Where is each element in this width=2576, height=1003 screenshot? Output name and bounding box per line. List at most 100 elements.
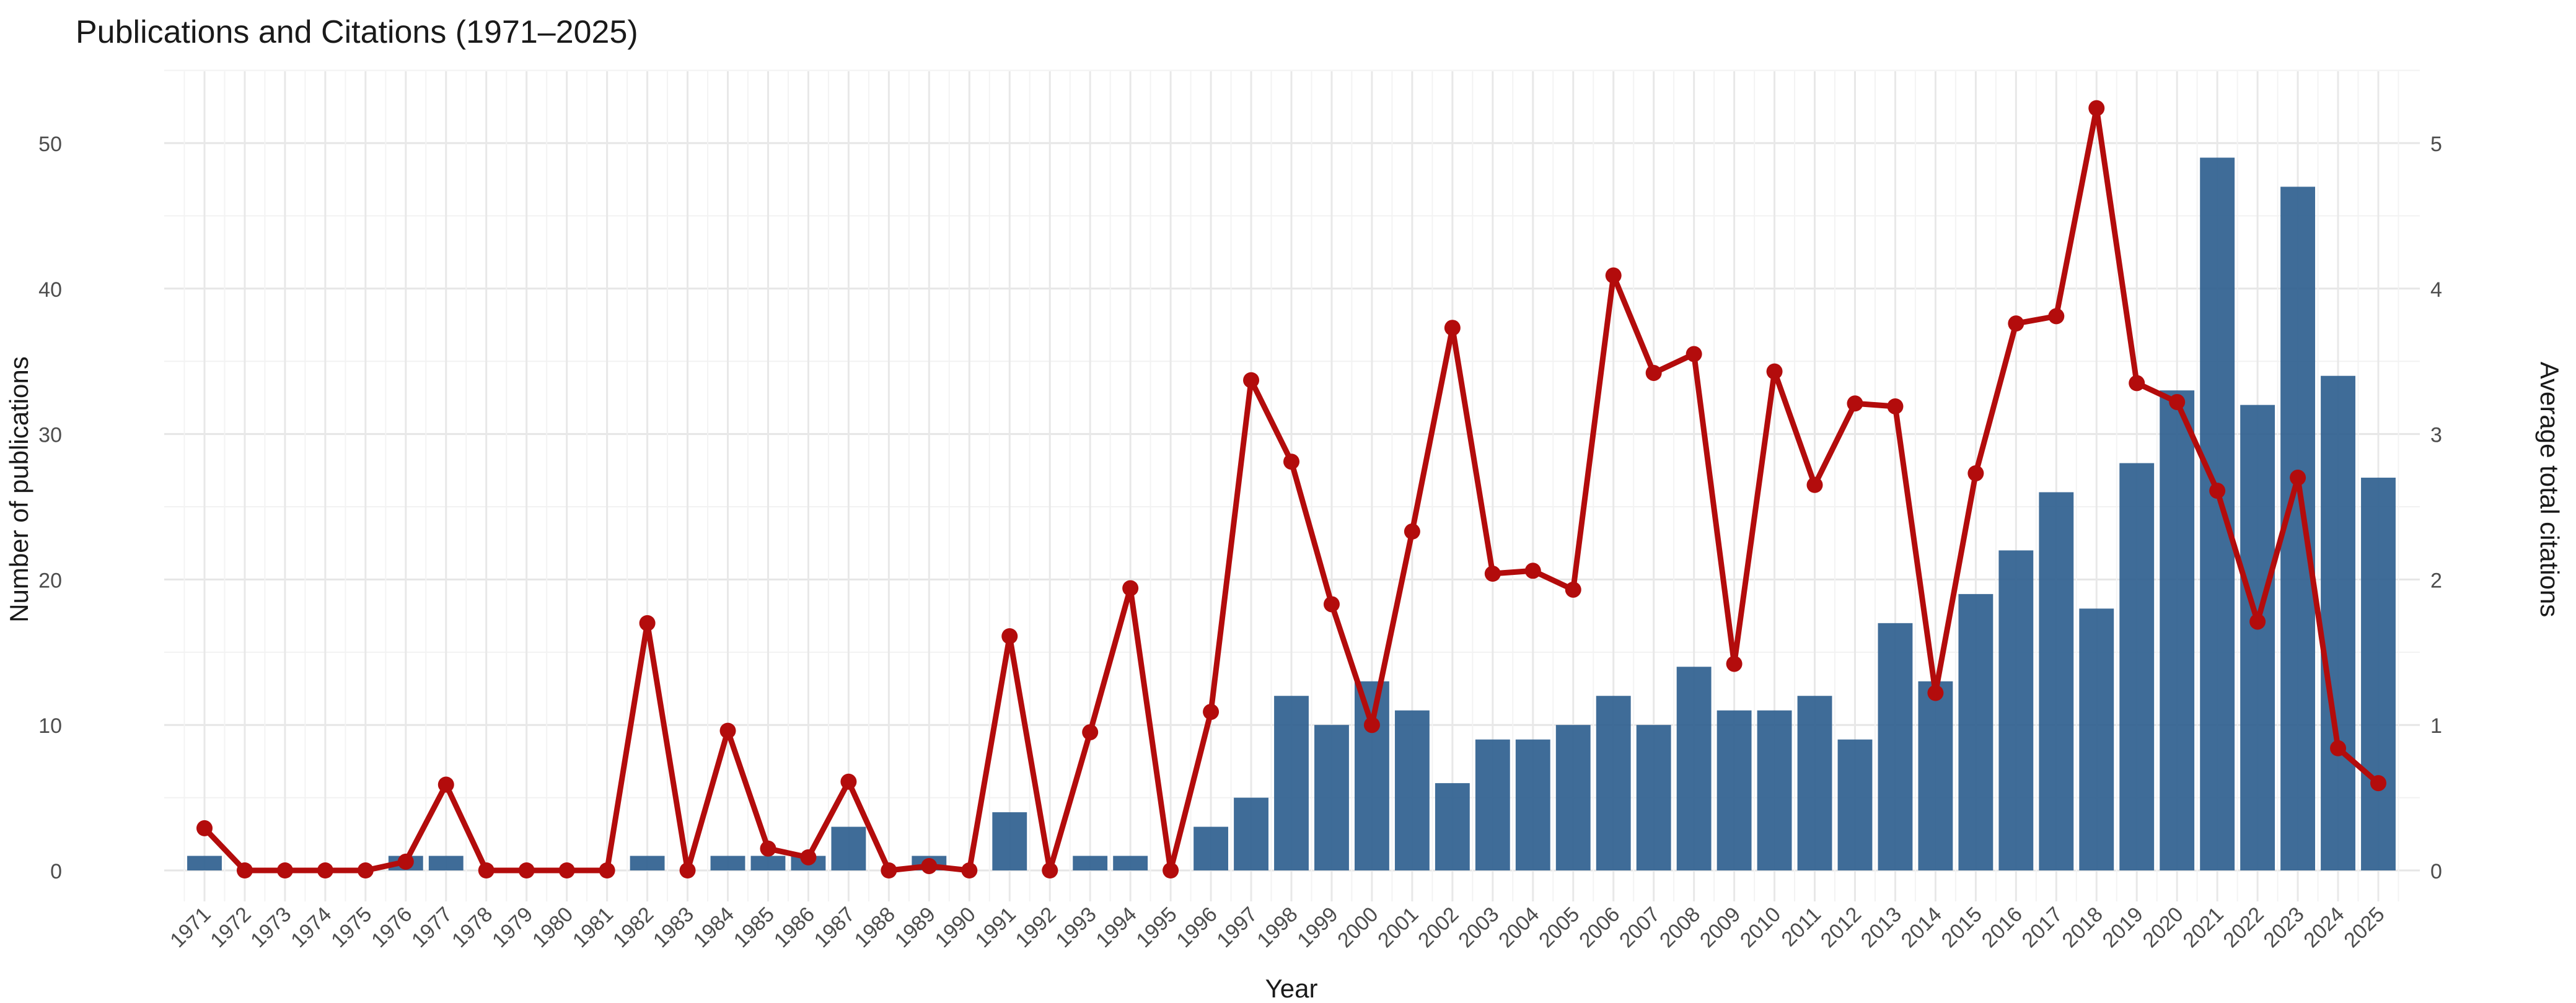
line-point: [558, 862, 575, 878]
x-tick-label: 1988: [850, 903, 900, 952]
bar: [1676, 667, 1712, 870]
bar: [1958, 593, 1994, 870]
y2-tick-label: 5: [2430, 133, 2442, 156]
x-tick-label: 1987: [810, 903, 859, 952]
bar: [2361, 478, 2396, 870]
x-tick-label: 2001: [1373, 903, 1423, 952]
line-point: [2330, 740, 2347, 756]
line-point: [961, 862, 978, 878]
x-tick-label: 2016: [1977, 903, 2027, 952]
x-tick-label: 2018: [2058, 903, 2108, 952]
x-tick-label: 2023: [2259, 903, 2308, 952]
line-point: [679, 862, 696, 878]
line-point: [1887, 398, 1904, 414]
x-tick-label: 1980: [528, 903, 578, 952]
y-axis-label: Number of publications: [4, 356, 33, 623]
x-tick-label: 2017: [2018, 903, 2067, 952]
line-point: [1565, 581, 1581, 598]
x-tick-label: 1986: [770, 903, 819, 952]
bar: [630, 856, 665, 870]
line-point: [2129, 375, 2145, 392]
line-point: [1203, 704, 1220, 720]
line-point: [1524, 563, 1541, 579]
x-tick-label: 1977: [407, 903, 457, 952]
line-point: [1283, 453, 1299, 470]
x-tick-label: 1981: [568, 903, 618, 952]
x-tick-label: 2010: [1736, 903, 1785, 952]
bar: [1998, 550, 2034, 870]
x-tick-label: 1990: [931, 903, 980, 952]
line-point: [1243, 372, 1260, 388]
x-tick-label: 1972: [206, 903, 255, 952]
x-tick-label: 2007: [1615, 903, 1664, 952]
x-tick-label: 1983: [649, 903, 698, 952]
x-tick-label: 1974: [286, 903, 336, 952]
line-point: [357, 862, 374, 878]
line-point: [639, 615, 656, 631]
line-point: [800, 849, 817, 865]
x-tick-label: 2009: [1695, 903, 1745, 952]
line-point: [599, 862, 615, 878]
y2-tick-label: 4: [2430, 278, 2442, 302]
x-tick-label: 2025: [2339, 903, 2389, 952]
line-point: [1444, 320, 1461, 336]
x-tick-label: 1993: [1051, 903, 1101, 952]
bar: [1113, 856, 1148, 870]
x-tick-label: 2015: [1937, 903, 1987, 952]
x-tick-label: 1995: [1132, 903, 1181, 952]
x-tick-label: 1979: [488, 903, 537, 952]
line-point: [2370, 775, 2386, 792]
x-tick-label: 2002: [1413, 903, 1463, 952]
bar: [1354, 681, 1389, 870]
bar: [2119, 463, 2155, 870]
bar: [1636, 725, 1671, 870]
bar: [2039, 492, 2074, 870]
x-tick-label: 1985: [729, 903, 779, 952]
bar: [831, 826, 866, 870]
line-point: [1927, 685, 1944, 701]
bar: [1717, 710, 1752, 870]
bar: [2079, 608, 2114, 870]
y-tick-label: 0: [50, 860, 62, 883]
line-point: [1323, 596, 1340, 613]
line-point: [1806, 476, 1823, 493]
bar: [1515, 739, 1550, 870]
line-point: [2169, 393, 2186, 410]
line-point: [1122, 580, 1139, 597]
line-point: [317, 862, 333, 878]
y-tick-label: 40: [38, 278, 62, 302]
bar: [1314, 725, 1349, 870]
line-point: [1163, 862, 1179, 878]
bar: [1918, 681, 1953, 870]
line-point: [1645, 364, 1662, 381]
line-point: [196, 820, 213, 836]
x-tick-label: 2003: [1454, 903, 1503, 952]
x-tick-label: 2008: [1655, 903, 1705, 952]
y2-tick-label: 2: [2430, 569, 2442, 592]
line-point: [2249, 613, 2266, 630]
line-point: [1726, 655, 1743, 672]
bar: [2160, 390, 2195, 870]
bar: [1596, 696, 1631, 870]
line-point: [1766, 363, 1783, 380]
y-tick-label: 20: [38, 569, 62, 592]
bar: [1234, 797, 1268, 870]
line-point: [2088, 100, 2105, 116]
x-tick-label: 1978: [447, 903, 497, 952]
bar: [750, 856, 786, 870]
line-point: [921, 857, 938, 874]
bar: [1274, 696, 1309, 870]
bar: [710, 856, 745, 870]
line-point: [881, 862, 897, 878]
bar: [1394, 710, 1430, 870]
x-tick-label: 1976: [367, 903, 416, 952]
bar: [1797, 696, 1832, 870]
bar: [1837, 739, 1873, 870]
x-tick-label: 2006: [1575, 903, 1624, 952]
line-point: [437, 776, 454, 793]
x-tick-label: 1971: [165, 903, 215, 952]
bar: [187, 856, 222, 870]
x-axis-label: Year: [1265, 974, 1318, 1003]
bar: [1073, 856, 1108, 870]
y2-tick-label: 3: [2430, 424, 2442, 447]
